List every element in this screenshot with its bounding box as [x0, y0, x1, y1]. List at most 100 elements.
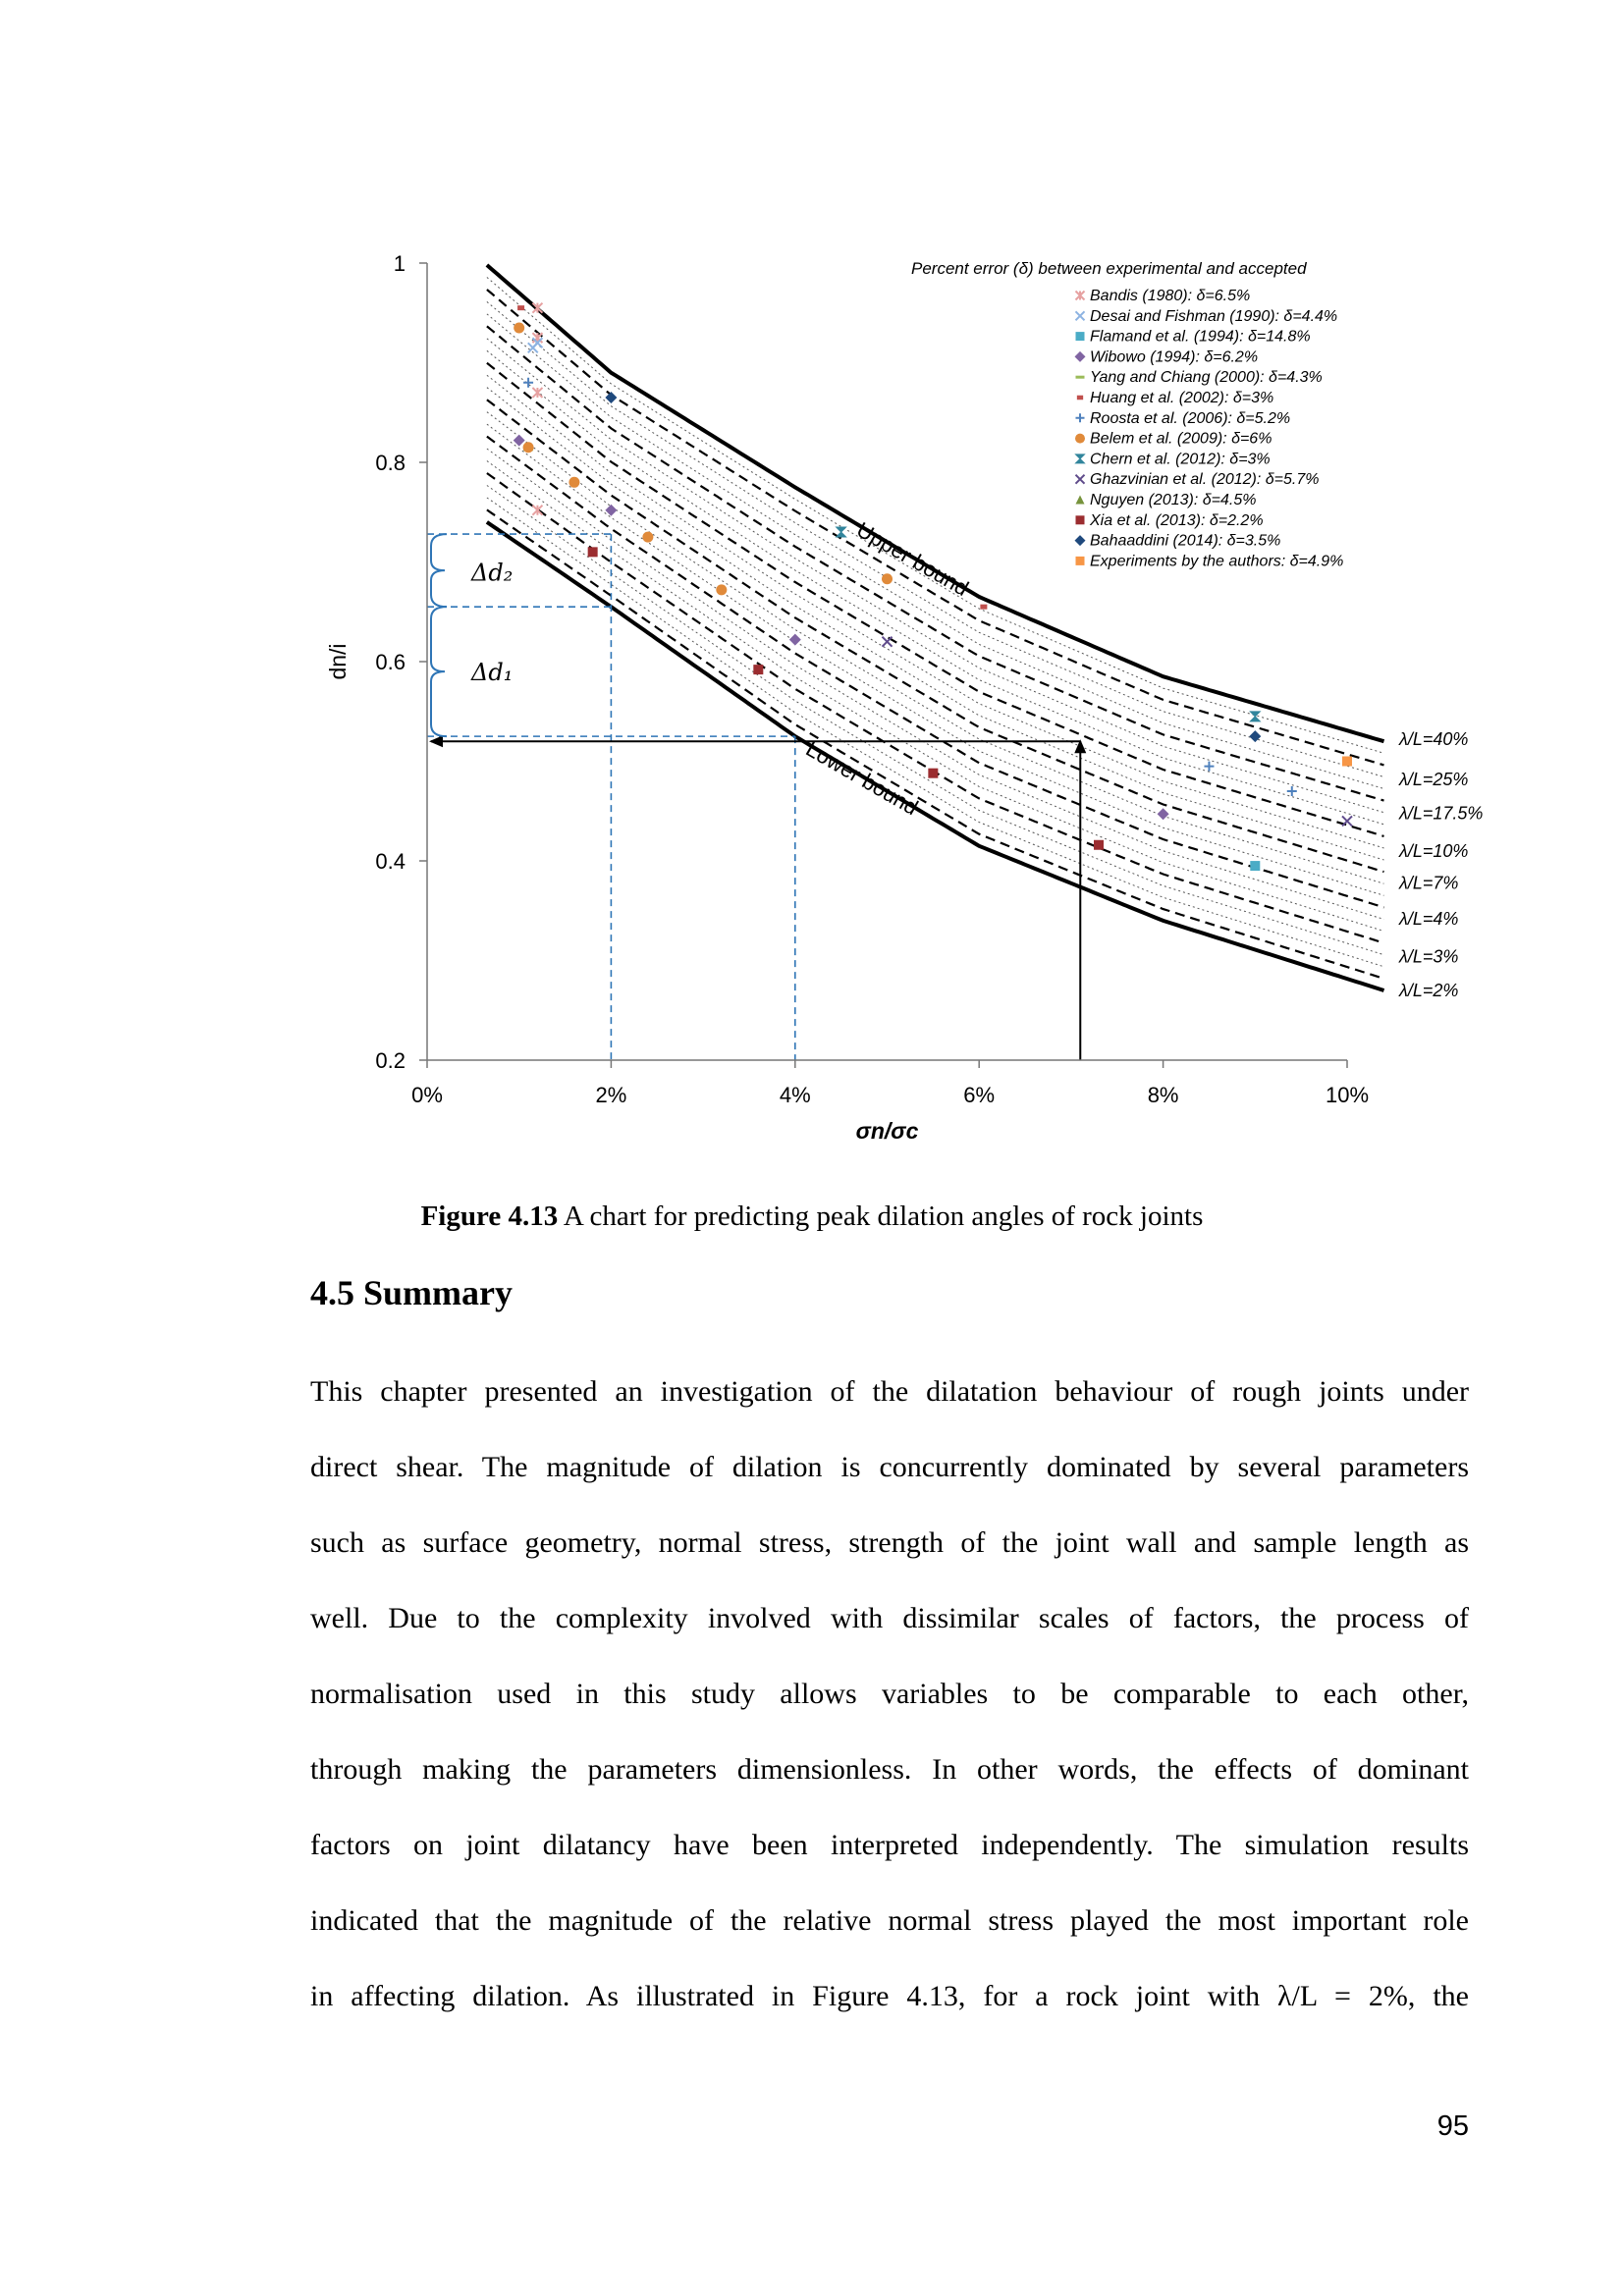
- figure-caption-text: A chart for predicting peak dilation ang…: [558, 1201, 1204, 1232]
- legend-entry: Yang and Chiang (2000): δ=4.3%: [1090, 369, 1323, 386]
- legend-marker: [1074, 454, 1086, 464]
- body-paragraph: This chapter presented an investigation …: [310, 1372, 1469, 2053]
- curve-label: λ/L=3%: [1398, 946, 1458, 966]
- legend-entry: Ghazvinian et al. (2012): δ=5.7%: [1090, 471, 1319, 488]
- curve-label: λ/L=4%: [1398, 909, 1458, 929]
- data-point: [1341, 815, 1353, 828]
- arrow-head: [1074, 739, 1087, 754]
- data-point: [531, 301, 544, 314]
- curve-label: λ/L=40%: [1398, 729, 1468, 749]
- body-line: indicated that the magnitude of the rela…: [310, 1904, 1469, 1937]
- dotted-interp-curve: [486, 387, 1384, 861]
- legend-entry: Belem et al. (2009): δ=6%: [1090, 431, 1272, 448]
- legend-marker: [1074, 290, 1086, 301]
- data-point: [517, 305, 525, 311]
- y-tick-label: 0.6: [375, 650, 406, 674]
- body-line: such as surface geometry, normal stress,…: [310, 1526, 1469, 1559]
- legend-entry: Desai and Fishman (1990): δ=4.4%: [1090, 308, 1337, 325]
- x-tick-label: 10%: [1326, 1083, 1369, 1107]
- data-point: [531, 337, 544, 348]
- x-axis-label: σn/σc: [856, 1118, 919, 1144]
- dotted-interp-curve: [486, 277, 1384, 754]
- lower-bound-label: Lower bound: [802, 736, 923, 820]
- example-guide-lines: Δd₂ Δd₁: [427, 533, 1087, 1060]
- legend-entry: Huang et al. (2002): δ=3%: [1090, 390, 1273, 406]
- body-line: well. Due to the complexity involved wit…: [310, 1602, 1469, 1634]
- legend-entry: Bahaaddini (2014): δ=3.5%: [1090, 533, 1280, 550]
- dashed-interp-curve: [486, 289, 1384, 767]
- legend-marker: [1075, 515, 1085, 525]
- upper-bound-label: Upper bound: [852, 517, 973, 601]
- y-axis-label: dn/i: [325, 643, 351, 679]
- legend-marker: [1075, 375, 1085, 379]
- data-point: [642, 531, 654, 543]
- legend-marker: [1075, 556, 1085, 565]
- dotted-interp-curve: [486, 460, 1384, 932]
- legend-entry: Xia et al. (2013): δ=2.2%: [1089, 512, 1264, 529]
- legend-marker: [1074, 473, 1086, 485]
- data-point: [514, 322, 525, 334]
- data-point: [531, 332, 544, 344]
- dotted-interp-curve: [486, 313, 1384, 789]
- dotted-interp-curve: [486, 411, 1384, 884]
- data-point: [605, 392, 618, 404]
- y-tick-label: 0.8: [375, 451, 406, 475]
- data-point: [835, 526, 847, 538]
- data-point: [1249, 711, 1262, 722]
- data-point: [1157, 808, 1169, 821]
- data-point: [568, 476, 580, 488]
- figure-caption: Figure 4.13 A chart for predicting peak …: [0, 1201, 1624, 1233]
- delta-d1-label: Δd₁: [470, 659, 513, 686]
- page-number: 95: [1436, 2110, 1469, 2142]
- data-point: [1286, 785, 1297, 796]
- delta-d1-brace: [430, 606, 448, 738]
- dotted-interp-curve: [486, 485, 1384, 956]
- data-point: [980, 604, 988, 610]
- section-title: 4.5 Summary: [310, 1273, 513, 1312]
- x-tick-label: 0%: [411, 1083, 443, 1107]
- data-point: [1204, 761, 1215, 772]
- data-point: [1249, 730, 1262, 743]
- data-point: [881, 635, 893, 648]
- arrow-head: [429, 735, 443, 748]
- x-tick-label: 4%: [780, 1083, 811, 1107]
- dotted-interp-curve: [486, 497, 1384, 968]
- curve-label: λ/L=10%: [1398, 841, 1468, 861]
- data-point: [531, 505, 544, 516]
- body-line: direct shear. The magnitude of dilation …: [310, 1451, 1469, 1483]
- figure-caption-label: Figure 4.13: [420, 1201, 559, 1232]
- body-line: in affecting dilation. As illustrated in…: [310, 1980, 1469, 2012]
- data-point: [523, 377, 534, 388]
- dashed-interp-curve: [486, 361, 1384, 837]
- dotted-interp-curve: [486, 423, 1384, 896]
- legend-entry: Flamand et al. (1994): δ=14.8%: [1090, 329, 1311, 346]
- legend-marker: [1076, 395, 1084, 400]
- legend-entry: Wibowo (1994): δ=6.2%: [1090, 348, 1258, 365]
- x-tick-label: 6%: [963, 1083, 995, 1107]
- data-point: [1250, 861, 1261, 872]
- data-point: [1342, 756, 1352, 767]
- x-tick-label: 8%: [1148, 1083, 1179, 1107]
- legend-marker: [1075, 413, 1085, 423]
- body-line: through making the parameters dimensionl…: [310, 1753, 1469, 1786]
- y-tick-label: 0.4: [375, 849, 406, 874]
- axes: 0% 2% 4% 6% 8% 10% 0.2 0.4 0.6 0.8 1 σn/σc dn/i: [325, 251, 1369, 1144]
- curve-label: λ/L=2%: [1398, 981, 1458, 1000]
- body-line: normalisation used in this study allows …: [310, 1678, 1469, 1710]
- legend-marker: [1075, 433, 1085, 444]
- curve-label: λ/L=7%: [1398, 873, 1458, 892]
- legend-entry: Chern et al. (2012): δ=3%: [1090, 451, 1271, 467]
- dilation-chart: Upper bound Lower bound Δd₂ Δd₁ 0% 2% 4% 6% 8%…: [325, 251, 1483, 1144]
- dotted-interp-curve: [486, 301, 1384, 777]
- dashed-interp-curve: [486, 435, 1384, 909]
- upper-bound-curve: [485, 263, 1385, 744]
- legend-marker: [1074, 350, 1086, 362]
- legend-title: Percent error (δ) between experimental a…: [911, 259, 1307, 278]
- legend-entry: Nguyen (2013): δ=4.5%: [1090, 492, 1256, 508]
- x-tick-label: 2%: [596, 1083, 627, 1107]
- legend-entry: Roosta et al. (2006): δ=5.2%: [1090, 410, 1290, 427]
- interpolation-curves: [486, 277, 1384, 980]
- legend-marker: [1074, 310, 1086, 322]
- dashed-interp-curve: [486, 508, 1384, 980]
- data-point: [788, 633, 801, 646]
